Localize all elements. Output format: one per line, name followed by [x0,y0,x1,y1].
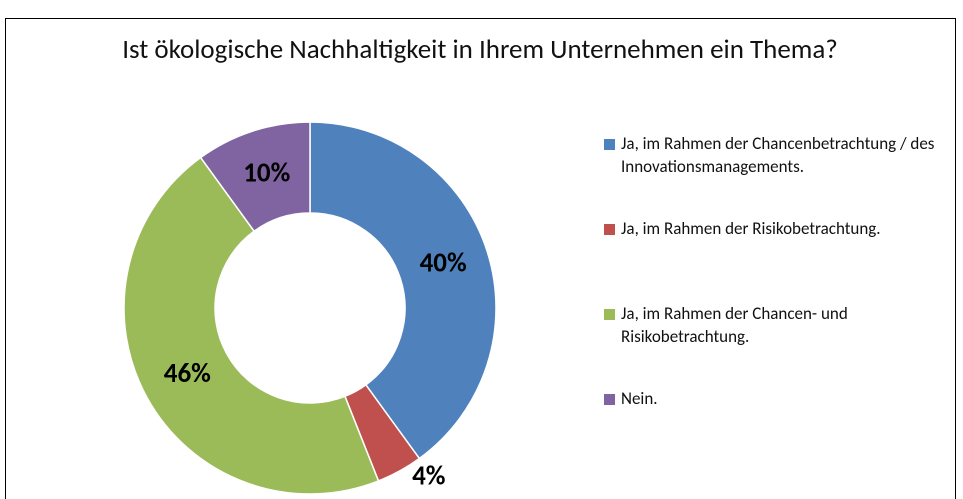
data-label: 46% [164,357,211,390]
data-label: 4% [412,460,446,493]
legend-swatch [604,139,615,150]
legend-swatch [604,309,615,320]
legend-entry: Ja, im Rahmen der Chancen- und Risikobet… [604,302,944,387]
legend-label: Ja, im Rahmen der Chancenbetrachtung / d… [621,133,935,177]
slice [123,156,380,495]
data-label: 40% [420,246,467,279]
chart-frame [5,18,956,499]
chart-title: Ist ökologische Nachhaltigkeit in Ihrem … [122,33,838,66]
legend-swatch [604,394,615,405]
data-label: 10% [243,156,290,189]
legend-entry: Nein. [604,387,944,472]
legend-label: Nein. [621,388,658,409]
legend: Ja, im Rahmen der Chancenbetrachtung / d… [604,132,944,472]
legend-entry: Ja, im Rahmen der Chancenbetrachtung / d… [604,132,944,217]
legend-label: Ja, im Rahmen der Chancen- und Risikobet… [621,303,848,347]
legend-swatch [604,224,615,235]
slice [309,121,497,460]
slice [199,121,311,233]
legend-entry: Ja, im Rahmen der Risikobetrachtung. [604,217,944,302]
legend-label: Ja, im Rahmen der Risikobetrachtung. [621,218,881,239]
